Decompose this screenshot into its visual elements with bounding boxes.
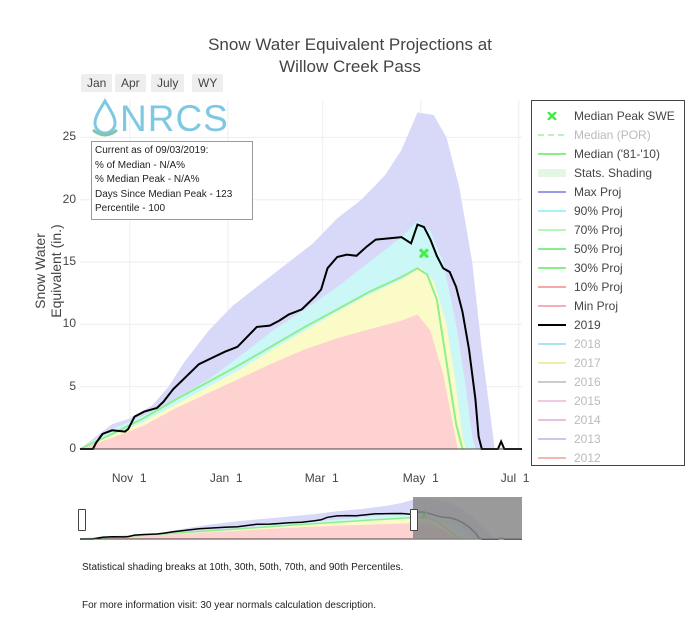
legend-symbol: [538, 210, 566, 212]
y-tick-label: 20: [62, 191, 76, 206]
legend-label: 2016: [574, 375, 601, 389]
legend-item[interactable]: 90% Proj: [536, 202, 684, 220]
legend-item[interactable]: 2017: [536, 354, 684, 372]
status-info-box: Current as of 09/03/2019: % of Median - …: [91, 141, 253, 220]
chart-title: Snow Water Equivalent Projections at Wil…: [150, 34, 550, 78]
legend-label: Max Proj: [574, 185, 622, 199]
legend-label: Median Peak SWE: [574, 109, 675, 123]
legend-item[interactable]: 2019: [536, 316, 684, 334]
legend-label: 2015: [574, 394, 601, 408]
legend-label: 2013: [574, 432, 601, 446]
range-slider-right-handle[interactable]: [410, 509, 418, 531]
legend-label: 2012: [574, 451, 601, 465]
nrcs-logo: NRCS: [90, 98, 228, 140]
chart-title-line1: Snow Water Equivalent Projections at: [208, 35, 492, 54]
y-tick-label: 15: [62, 254, 76, 269]
logo-text: NRCS: [120, 98, 229, 139]
legend-item[interactable]: Median ('81-'10): [536, 145, 684, 163]
legend-symbol: [538, 419, 566, 421]
legend-item[interactable]: 2018: [536, 335, 684, 353]
median-peak-marker: [418, 248, 430, 259]
legend-symbol: [538, 457, 566, 459]
legend-symbol: [538, 362, 566, 364]
legend-symbol: [538, 343, 566, 345]
y-tick-label: 10: [62, 316, 76, 331]
area-30-proj: [80, 314, 458, 449]
legend-item[interactable]: Stats. Shading: [536, 164, 684, 182]
info-note: For more information visit: 30 year norm…: [82, 600, 377, 611]
legend-label: 30% Proj: [574, 261, 623, 275]
legend-item[interactable]: 30% Proj: [536, 259, 684, 277]
legend-label: Median (POR): [574, 128, 651, 142]
legend-item[interactable]: Median Peak SWE: [536, 107, 684, 125]
info-line-percentile: Percentile - 100: [95, 203, 166, 214]
x-tick-label: May 1: [402, 471, 439, 485]
x-tick-label: Jan 1: [209, 471, 243, 485]
legend-label: Stats. Shading: [574, 166, 653, 180]
range-button-wy[interactable]: WY: [192, 74, 224, 92]
legend-label: 2019: [574, 318, 601, 332]
legend-symbol: [538, 267, 566, 269]
legend-symbol: [538, 229, 566, 231]
range-slider-mask: [413, 497, 522, 539]
legend-symbol: [538, 305, 566, 307]
info-line-median: % of Median - N/A%: [95, 159, 186, 171]
x-tick-label: Jul 1: [500, 471, 530, 485]
legend-label: Min Proj: [574, 299, 619, 313]
legend-item[interactable]: Min Proj: [536, 297, 684, 315]
y-tick-label: 25: [62, 129, 76, 144]
legend: Median Peak SWE Median (POR) Median ('81-'…: [531, 100, 685, 466]
legend-symbol: [538, 438, 566, 440]
legend-symbol: [538, 134, 566, 136]
range-button-jan[interactable]: Jan: [81, 74, 113, 92]
legend-label: 2014: [574, 413, 601, 427]
legend-item[interactable]: Max Proj: [536, 183, 684, 201]
legend-item[interactable]: 50% Proj: [536, 240, 684, 258]
legend-symbol: [538, 248, 566, 250]
legend-item[interactable]: Median (POR): [536, 126, 684, 144]
shading-note: Statistical shading breaks at 10th, 30th…: [82, 562, 404, 573]
legend-item[interactable]: 70% Proj: [536, 221, 684, 239]
y-tick-label: 0: [69, 441, 76, 455]
series-line-50-proj: [79, 267, 464, 450]
x-tick-label: Nov 1: [111, 471, 147, 485]
chart-title-line2: Willow Creek Pass: [279, 57, 421, 76]
legend-label: 2017: [574, 356, 601, 370]
legend-item[interactable]: 2015: [536, 392, 684, 410]
mini-area-30-proj: [80, 522, 458, 539]
legend-symbol: [538, 191, 566, 193]
x-tick-label: Mar 1: [304, 471, 339, 485]
legend-label: Median ('81-'10): [574, 147, 660, 161]
range-button-apr[interactable]: Apr: [115, 74, 146, 92]
legend-symbol: [538, 286, 566, 288]
legend-symbol: [538, 400, 566, 402]
legend-label: 2018: [574, 337, 601, 351]
series-line-2019: [80, 223, 522, 450]
legend-symbol: [538, 381, 566, 383]
legend-symbol: [538, 324, 566, 326]
water-drop-icon: [92, 98, 118, 137]
info-line-days-since-peak: Days Since Median Peak - 123: [95, 188, 233, 200]
legend-label: 70% Proj: [574, 223, 623, 237]
legend-label: 10% Proj: [574, 280, 623, 294]
legend-item[interactable]: 2016: [536, 373, 684, 391]
y-tick-label: 5: [69, 378, 76, 393]
legend-symbol: [538, 153, 566, 155]
legend-item[interactable]: 10% Proj: [536, 278, 684, 296]
legend-symbol: [547, 112, 557, 120]
range-button-july[interactable]: July: [151, 74, 185, 92]
legend-label: 50% Proj: [574, 242, 623, 256]
legend-label: 90% Proj: [574, 204, 623, 218]
legend-symbol: [538, 169, 566, 177]
info-line-median-peak: % Median Peak - N/A%: [95, 174, 200, 185]
legend-item[interactable]: 2013: [536, 430, 684, 448]
legend-item[interactable]: 2014: [536, 411, 684, 429]
legend-item[interactable]: 2012: [536, 449, 684, 467]
range-slider-left-handle[interactable]: [78, 509, 86, 531]
info-line-current: Current as of 09/03/2019:: [95, 145, 209, 156]
